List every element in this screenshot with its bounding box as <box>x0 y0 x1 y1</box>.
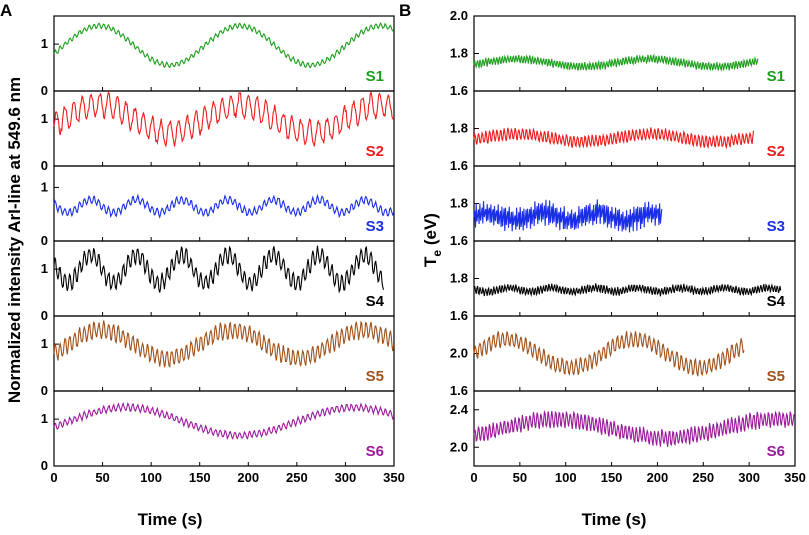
panel-b-s4-y-tick-label: 1.6 <box>450 308 468 323</box>
panel-a-x-tick-label: 300 <box>335 470 357 485</box>
panel-a-s3-frame <box>53 165 395 242</box>
panel-b-s3-frame <box>473 165 796 242</box>
panel-a-y-axis-title: Normalized intensity ArI-line at 549.6 n… <box>5 77 24 403</box>
panel-a-s4-y-tick-label: 1 <box>41 261 48 276</box>
panel-b-s4-series-line <box>473 283 782 298</box>
panel-a-x-tick-label: 200 <box>237 470 259 485</box>
panel-a-x-tick-label: 150 <box>189 470 211 485</box>
panel-a-s3-y-tick-label: 0 <box>41 233 48 248</box>
panel-a-s5-series-line <box>53 320 395 368</box>
panel-a-s5-y-tick-label: 0 <box>41 383 48 398</box>
panel-a-s3-series-line <box>53 193 395 219</box>
panel-letter-a: A <box>0 1 12 20</box>
panel-b-x-tick-label: 200 <box>647 470 669 485</box>
panel-b-s1-y-tick-label: 1.8 <box>450 46 468 61</box>
panel-b-x-tick-label: 250 <box>692 470 714 485</box>
panel-a-s2-y-tick-label: 1 <box>41 111 48 126</box>
panel-b-s4-y-tick-label: 1.8 <box>450 271 468 286</box>
panel-a-x-tick-label: 0 <box>50 470 57 485</box>
panel-b-s2-y-tick-label: 1.6 <box>450 158 468 173</box>
panel-b-s4-series-label: S4 <box>767 293 786 310</box>
panel-b-y-axis-title: Te (eV) <box>421 213 444 267</box>
panel-b-s5-y-tick-label: 2.0 <box>450 346 468 361</box>
panel-b-s1-series-label: S1 <box>767 68 785 85</box>
panel-a-s1-y-tick-label: 0 <box>41 83 48 98</box>
panel-b-s1-y-tick-label: 2.0 <box>450 8 468 23</box>
panel-b-s1-y-tick-label: 1.6 <box>450 83 468 98</box>
panel-b-x-tick-label: 150 <box>601 470 623 485</box>
panel-a-s2-series-line <box>53 91 395 148</box>
panel-b-s2-series-line <box>473 127 755 150</box>
panel-a-s1-series-label: S1 <box>366 68 384 85</box>
panel-b-s5-series-line <box>473 331 745 377</box>
panel-b-s6-series-label: S6 <box>767 443 785 460</box>
panel-b-s6-y-tick-label: 2.0 <box>450 439 468 454</box>
panel-a-s6-series-label: S6 <box>366 443 384 460</box>
panel-b-x-tick-label: 350 <box>784 470 806 485</box>
panel-b-s2-y-tick-label: 1.8 <box>450 121 468 136</box>
plot-area: 0 1 S1 0 1 S2 0 1 S3 0 1 S4 0 1 S5 0 1 S6 0 50 100 150 200 250 3… <box>41 8 806 485</box>
panel-a-s2-y-tick-label: 0 <box>41 158 48 173</box>
panel-b-y-axis-symbol: T <box>421 256 440 267</box>
panel-a-s5-y-tick-label: 1 <box>41 336 48 351</box>
panel-b-s5-y-tick-label: 1.6 <box>450 383 468 398</box>
panel-b-s5-series-label: S5 <box>767 368 785 385</box>
panel-a-x-tick-label: 100 <box>140 470 162 485</box>
panel-a-s1-series-line <box>53 22 395 69</box>
panel-b-x-axis-title: Time (s) <box>582 510 647 529</box>
panel-a-s2-series-label: S2 <box>366 143 384 160</box>
panel-a-s5-series-label: S5 <box>366 368 384 385</box>
panel-a-s6-series-line <box>53 401 395 441</box>
panel-b-x-tick-label: 50 <box>513 470 527 485</box>
panel-b-x-tick-label: 100 <box>555 470 577 485</box>
panel-b-s3-y-tick-label: 1.6 <box>450 233 468 248</box>
panel-b-s1-series-line <box>473 53 759 72</box>
panel-a-x-tick-label: 50 <box>95 470 109 485</box>
panel-a-s4-y-tick-label: 0 <box>41 308 48 323</box>
panel-a-s2-frame <box>53 90 395 167</box>
panel-b-x-tick-label: 300 <box>738 470 760 485</box>
panel-b-s3-series-line <box>473 199 663 233</box>
panel-b-y-axis-unit: (eV) <box>421 213 440 250</box>
panel-a-s4-series-line <box>53 245 385 294</box>
panel-b-s6-y-tick-label: 2.4 <box>450 402 469 417</box>
panel-a-x-tick-label: 250 <box>286 470 308 485</box>
panel-b-s1-frame <box>473 15 796 92</box>
panel-a-s6-y-tick-label: 1 <box>41 411 48 426</box>
panel-b-s6-frame <box>473 390 796 467</box>
panel-b-s3-series-label: S3 <box>767 218 785 235</box>
panel-b-s4-frame <box>473 240 796 317</box>
panel-b-s6-series-line <box>473 409 795 447</box>
panel-a-x-tick-label: 350 <box>383 470 405 485</box>
panel-letter-b: B <box>399 1 411 20</box>
panel-a-s3-y-tick-label: 1 <box>41 179 48 194</box>
panel-b-s2-series-label: S2 <box>767 143 785 160</box>
panel-b-y-axis-subscript: e <box>430 250 444 257</box>
panel-a-s6-frame <box>53 390 395 467</box>
panel-b-x-tick-label: 0 <box>470 470 477 485</box>
panel-a-s3-series-label: S3 <box>366 218 384 235</box>
panel-b-s3-y-tick-label: 1.8 <box>450 196 468 211</box>
panel-b-s5-frame <box>473 315 796 392</box>
panel-a-s1-y-tick-label: 1 <box>41 36 48 51</box>
panel-a-s6-y-tick-label: 0 <box>41 458 48 473</box>
panel-a-s4-series-label: S4 <box>366 293 385 310</box>
panel-a-x-axis-title: Time (s) <box>138 510 203 529</box>
